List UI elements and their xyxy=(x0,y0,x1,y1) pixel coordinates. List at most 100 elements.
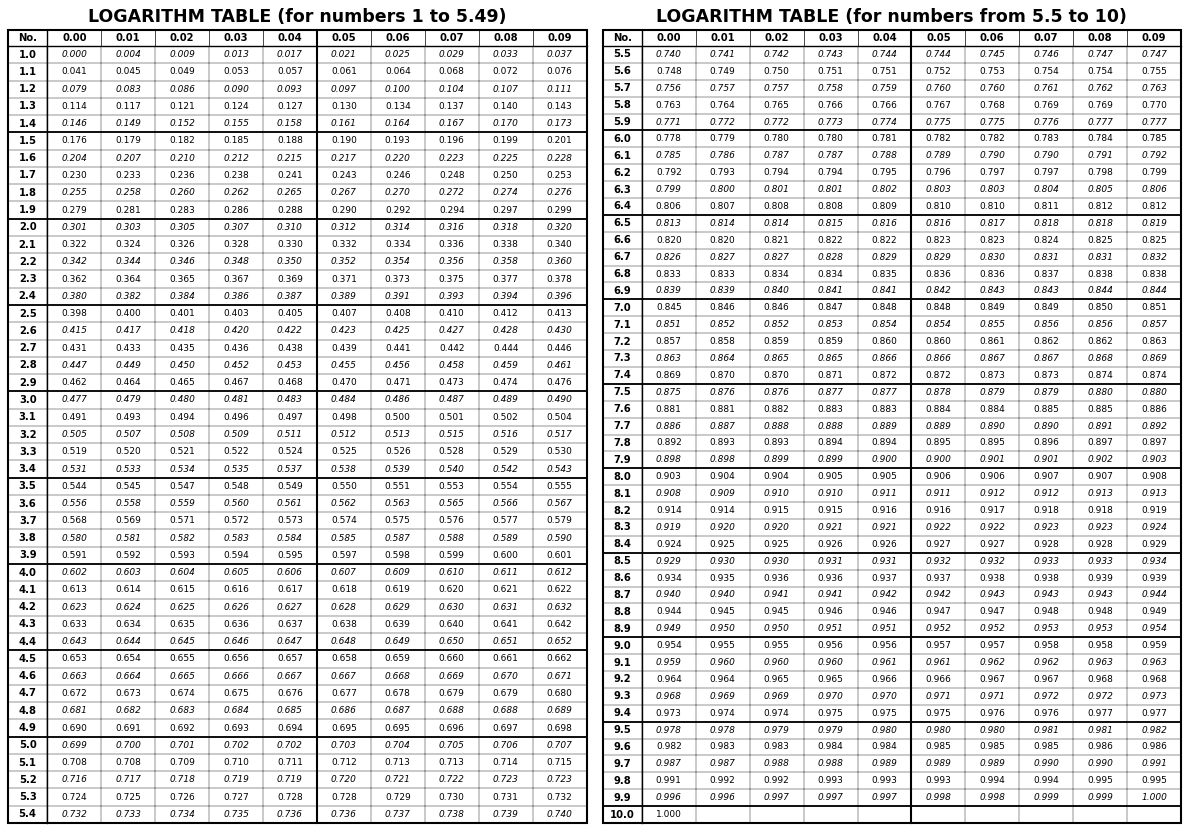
Text: 0.780: 0.780 xyxy=(763,135,789,143)
Text: 9.4: 9.4 xyxy=(614,708,631,718)
Text: 0.690: 0.690 xyxy=(62,724,87,733)
Text: 0.926: 0.926 xyxy=(818,540,843,549)
Text: 0.639: 0.639 xyxy=(385,620,410,629)
Text: 0.664: 0.664 xyxy=(115,672,141,681)
Text: 0.715: 0.715 xyxy=(547,758,572,767)
Text: 0.919: 0.919 xyxy=(1141,506,1166,515)
Text: 0.743: 0.743 xyxy=(818,50,843,59)
Text: 8.7: 8.7 xyxy=(614,590,631,600)
Text: 0.976: 0.976 xyxy=(1033,709,1059,718)
Text: 5.9: 5.9 xyxy=(614,117,631,127)
Text: 0.204: 0.204 xyxy=(62,154,87,163)
Text: 0.513: 0.513 xyxy=(385,430,410,439)
Text: 4.3: 4.3 xyxy=(19,619,37,629)
Text: 0.487: 0.487 xyxy=(439,395,465,404)
Text: 0.824: 0.824 xyxy=(1033,236,1059,245)
Text: 0.920: 0.920 xyxy=(710,523,736,532)
Text: 0.375: 0.375 xyxy=(439,275,465,284)
Text: 0.683: 0.683 xyxy=(169,706,195,715)
Text: 0.013: 0.013 xyxy=(224,50,249,60)
Text: 0.929: 0.929 xyxy=(1141,540,1166,549)
Text: 0.869: 0.869 xyxy=(1141,354,1166,363)
Text: 0.512: 0.512 xyxy=(331,430,357,439)
Text: 7.4: 7.4 xyxy=(614,370,631,380)
Text: 0.912: 0.912 xyxy=(980,489,1005,498)
Text: 0.522: 0.522 xyxy=(224,447,249,457)
Text: 0.980: 0.980 xyxy=(925,725,951,734)
Text: 0.822: 0.822 xyxy=(818,236,843,245)
Text: 0.394: 0.394 xyxy=(492,292,518,301)
Text: 0.533: 0.533 xyxy=(115,465,141,474)
Text: 0.731: 0.731 xyxy=(492,792,518,801)
Text: 0.684: 0.684 xyxy=(224,706,249,715)
Text: 0.651: 0.651 xyxy=(492,637,518,646)
Text: 0.674: 0.674 xyxy=(169,689,195,698)
Text: 0.874: 0.874 xyxy=(1087,370,1113,380)
Text: 0.997: 0.997 xyxy=(763,793,789,802)
Text: 0.901: 0.901 xyxy=(980,456,1005,464)
Text: 0.984: 0.984 xyxy=(818,743,843,752)
Text: 0.959: 0.959 xyxy=(1141,641,1166,650)
Text: 0.978: 0.978 xyxy=(710,725,736,734)
Text: 0.638: 0.638 xyxy=(331,620,357,629)
Text: 0.179: 0.179 xyxy=(115,136,141,146)
Text: 0.720: 0.720 xyxy=(331,776,357,784)
Text: 6.2: 6.2 xyxy=(614,168,631,178)
Text: 2.0: 2.0 xyxy=(19,222,37,232)
Text: 0.822: 0.822 xyxy=(872,236,898,245)
Text: 0.643: 0.643 xyxy=(62,637,87,646)
Text: 0.479: 0.479 xyxy=(115,395,141,404)
Text: 0.697: 0.697 xyxy=(492,724,518,733)
Text: 1.1: 1.1 xyxy=(19,67,37,77)
Text: 0.185: 0.185 xyxy=(224,136,249,146)
Text: 0.537: 0.537 xyxy=(277,465,303,474)
Text: 1.6: 1.6 xyxy=(19,153,37,163)
Text: 0.581: 0.581 xyxy=(115,533,141,543)
Text: 3.7: 3.7 xyxy=(19,516,37,526)
Text: 0.933: 0.933 xyxy=(1087,557,1113,566)
Text: 0.916: 0.916 xyxy=(925,506,951,515)
Text: 0.920: 0.920 xyxy=(763,523,789,532)
Text: 0.233: 0.233 xyxy=(115,171,141,180)
Text: 0.971: 0.971 xyxy=(980,692,1005,700)
Text: 7.3: 7.3 xyxy=(614,353,631,364)
Text: 0.736: 0.736 xyxy=(331,810,357,819)
Text: 0.849: 0.849 xyxy=(980,304,1005,313)
Text: 0.158: 0.158 xyxy=(277,119,303,128)
Text: 0.907: 0.907 xyxy=(1087,472,1113,481)
Text: 0.462: 0.462 xyxy=(62,378,87,387)
Text: 0.446: 0.446 xyxy=(547,344,572,352)
Text: 5.3: 5.3 xyxy=(19,792,37,802)
Text: 0.935: 0.935 xyxy=(710,574,736,582)
Text: 1.0: 1.0 xyxy=(19,50,37,60)
Text: 0.977: 0.977 xyxy=(1087,709,1113,718)
Text: 0.111: 0.111 xyxy=(547,84,572,93)
Text: 0.519: 0.519 xyxy=(62,447,87,457)
Text: 0.799: 0.799 xyxy=(1141,168,1166,177)
Text: 0.410: 0.410 xyxy=(439,309,465,318)
Text: 0.483: 0.483 xyxy=(277,395,303,404)
Text: 0.164: 0.164 xyxy=(385,119,410,128)
Text: 0.966: 0.966 xyxy=(872,675,898,684)
Text: 0.124: 0.124 xyxy=(224,102,249,111)
Text: 0.461: 0.461 xyxy=(547,361,572,370)
Text: 0.611: 0.611 xyxy=(492,568,518,577)
Text: 0.710: 0.710 xyxy=(224,758,249,767)
Text: 0.908: 0.908 xyxy=(1141,472,1166,481)
Text: 0.996: 0.996 xyxy=(710,793,736,802)
Text: 0.999: 0.999 xyxy=(1087,793,1113,802)
Text: 0.882: 0.882 xyxy=(763,404,789,414)
Text: 0.494: 0.494 xyxy=(169,413,195,422)
Text: 8.6: 8.6 xyxy=(614,573,631,583)
Text: 0.972: 0.972 xyxy=(1087,692,1113,700)
Text: 0.839: 0.839 xyxy=(710,286,736,295)
Text: 0.509: 0.509 xyxy=(224,430,249,439)
Text: 0.09: 0.09 xyxy=(547,33,572,43)
Text: 0.740: 0.740 xyxy=(547,810,572,819)
Text: 0.489: 0.489 xyxy=(492,395,518,404)
Text: 0.999: 0.999 xyxy=(1033,793,1059,802)
Text: 8.3: 8.3 xyxy=(614,523,631,533)
Text: 0.225: 0.225 xyxy=(492,154,518,163)
Text: 5.6: 5.6 xyxy=(614,66,631,76)
Text: 0.367: 0.367 xyxy=(224,275,249,284)
